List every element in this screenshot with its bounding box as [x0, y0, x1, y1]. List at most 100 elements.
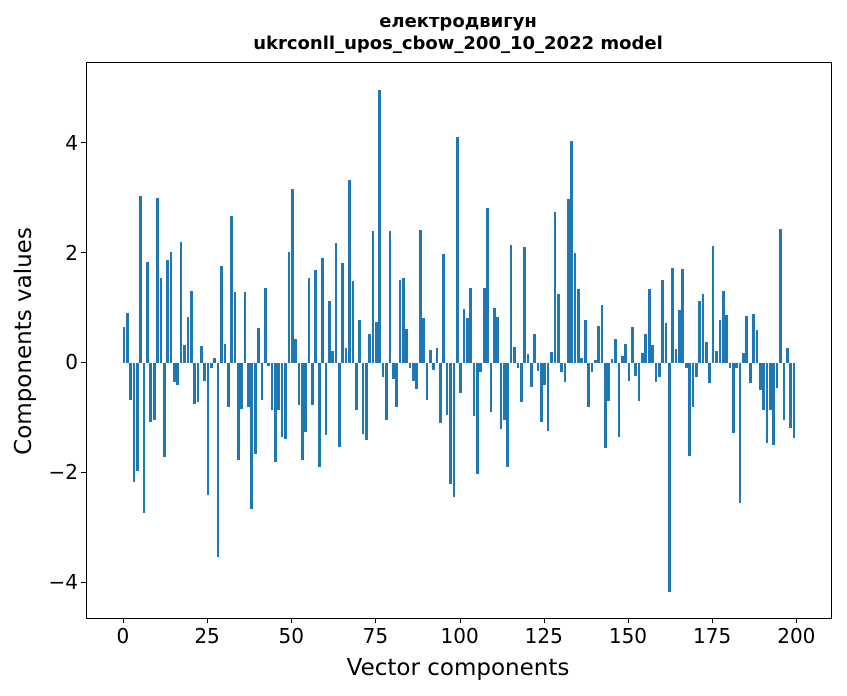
bar	[546, 362, 550, 431]
bar	[149, 362, 153, 422]
bar	[779, 229, 782, 363]
bar	[402, 277, 405, 363]
bar	[439, 362, 442, 424]
bar	[644, 333, 648, 363]
bar	[748, 362, 752, 383]
bar	[129, 362, 132, 400]
bar	[132, 362, 136, 482]
bar	[452, 362, 456, 497]
bar	[769, 362, 772, 410]
bar	[718, 319, 722, 363]
x-tick-mark	[207, 618, 209, 623]
chart-title-line2: ukrconll_upos_cbow_200_10_2022 model	[253, 33, 663, 54]
bar	[280, 362, 284, 438]
bar	[351, 281, 355, 363]
bar	[156, 197, 159, 363]
bar	[294, 339, 297, 363]
bar	[668, 362, 671, 592]
bar	[641, 352, 644, 363]
bar	[610, 358, 614, 363]
x-tick-mark	[796, 618, 798, 623]
bar	[125, 313, 129, 363]
bar	[590, 362, 594, 372]
bar	[499, 362, 503, 429]
bar	[789, 362, 792, 428]
bar	[263, 288, 267, 363]
bar	[435, 348, 439, 363]
bar	[169, 252, 173, 363]
bar	[146, 261, 149, 363]
bar	[432, 362, 435, 371]
bar	[459, 362, 462, 394]
x-tick-label: 125	[524, 624, 563, 648]
bar	[775, 362, 779, 388]
bar	[267, 362, 270, 366]
bar	[624, 344, 627, 363]
bar	[324, 362, 328, 436]
bar	[371, 231, 375, 363]
bar	[135, 362, 139, 471]
bar	[210, 362, 213, 369]
bar	[637, 362, 641, 401]
bar	[752, 313, 755, 363]
bar	[772, 362, 776, 446]
bar	[580, 357, 584, 363]
bar	[529, 362, 533, 388]
bar	[304, 362, 308, 433]
bar	[617, 362, 621, 438]
y-tick-mark	[81, 361, 86, 363]
x-tick-mark	[459, 618, 461, 623]
bar	[664, 323, 668, 363]
bar	[762, 362, 765, 410]
bar	[122, 327, 126, 363]
bar	[482, 288, 486, 363]
x-tick-label: 50	[278, 624, 304, 648]
bar	[159, 277, 163, 363]
x-tick-label: 25	[194, 624, 220, 648]
bar	[412, 362, 415, 381]
x-axis-label: Vector components	[346, 655, 570, 681]
x-tick-mark	[627, 618, 629, 623]
bar	[385, 362, 388, 421]
bar	[563, 362, 567, 383]
bar	[583, 319, 587, 363]
bar	[162, 362, 166, 457]
bar	[607, 362, 611, 401]
bar	[533, 333, 537, 363]
x-tick-mark	[712, 618, 714, 623]
bar	[253, 362, 257, 454]
x-tick-label: 150	[608, 624, 648, 648]
bar	[297, 362, 301, 406]
bar	[445, 362, 449, 416]
bar	[567, 198, 570, 363]
bar	[496, 316, 499, 363]
bar	[223, 343, 227, 363]
bar	[358, 319, 361, 363]
bar	[327, 301, 331, 363]
bar	[715, 351, 718, 363]
bar	[479, 362, 483, 372]
bar	[237, 362, 240, 461]
bar	[735, 362, 739, 369]
bar	[691, 362, 695, 407]
bar	[728, 362, 732, 369]
bar	[422, 317, 425, 363]
bar	[415, 362, 419, 389]
bar	[179, 242, 183, 363]
bar	[614, 339, 617, 363]
bar	[513, 346, 516, 363]
bar	[378, 90, 382, 363]
bar	[705, 341, 708, 363]
bar	[708, 362, 712, 383]
bar	[425, 362, 429, 401]
bar	[765, 362, 769, 443]
bar	[688, 362, 691, 457]
y-tick-mark	[81, 471, 86, 473]
bar	[553, 211, 557, 363]
bar	[698, 301, 702, 363]
bar	[287, 252, 291, 363]
bar	[604, 362, 607, 449]
bar	[785, 347, 789, 363]
bar	[203, 362, 207, 381]
bar	[408, 362, 412, 369]
